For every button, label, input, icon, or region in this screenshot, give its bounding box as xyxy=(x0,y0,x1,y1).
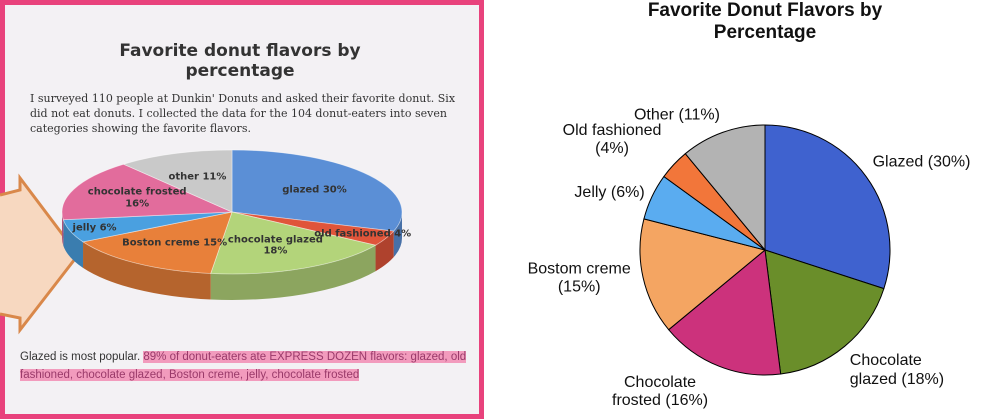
slice-label: Jelly (6%) xyxy=(574,184,645,202)
slice xyxy=(61,163,233,221)
slice-label: glazed 30% xyxy=(282,184,347,196)
photo-caption: Glazed is most popular. 89% of donut-eat… xyxy=(20,348,470,385)
slice-label: Bostom creme (15%) xyxy=(527,260,631,296)
slice-label: other 11% xyxy=(168,171,227,183)
slice xyxy=(81,211,233,274)
slice xyxy=(639,218,767,331)
chart-title: Favorite Donut Flavors by Percentage xyxy=(647,0,883,43)
slice-label: old fashioned 4% xyxy=(314,228,412,240)
photo-description: I surveyed 110 people at Dunkin' Donuts … xyxy=(30,92,456,135)
slice-side xyxy=(63,219,84,268)
slice-label: jelly 6% xyxy=(72,222,117,234)
slice xyxy=(764,124,891,290)
slice-side xyxy=(83,241,211,300)
slice-label: Boston creme 15% xyxy=(122,237,228,249)
slice-label: Chocolate glazed (18%) xyxy=(849,352,945,388)
slice-side xyxy=(393,212,402,258)
slice-label: Old fashioned (4%) xyxy=(562,122,662,158)
slice-label: Other (11%) xyxy=(633,106,720,124)
slice-side xyxy=(210,245,376,300)
slice-label: chocolate frosted 16% xyxy=(87,186,187,210)
slice-side xyxy=(62,212,64,246)
slice-label: Glazed (30%) xyxy=(872,153,971,171)
slice xyxy=(667,249,782,376)
caption-note: Glazed is most popular. xyxy=(20,351,141,363)
slice-side xyxy=(375,231,394,272)
slice xyxy=(122,149,233,213)
slice-label: chocolate glazed 18% xyxy=(227,234,323,257)
slice xyxy=(231,149,403,232)
slice xyxy=(764,249,885,375)
slice xyxy=(684,124,766,252)
slice-label: Chocolate frosted (16%) xyxy=(612,373,709,410)
photo-title: Favorite donut flavors by percentage xyxy=(119,41,361,81)
slice xyxy=(210,211,377,275)
